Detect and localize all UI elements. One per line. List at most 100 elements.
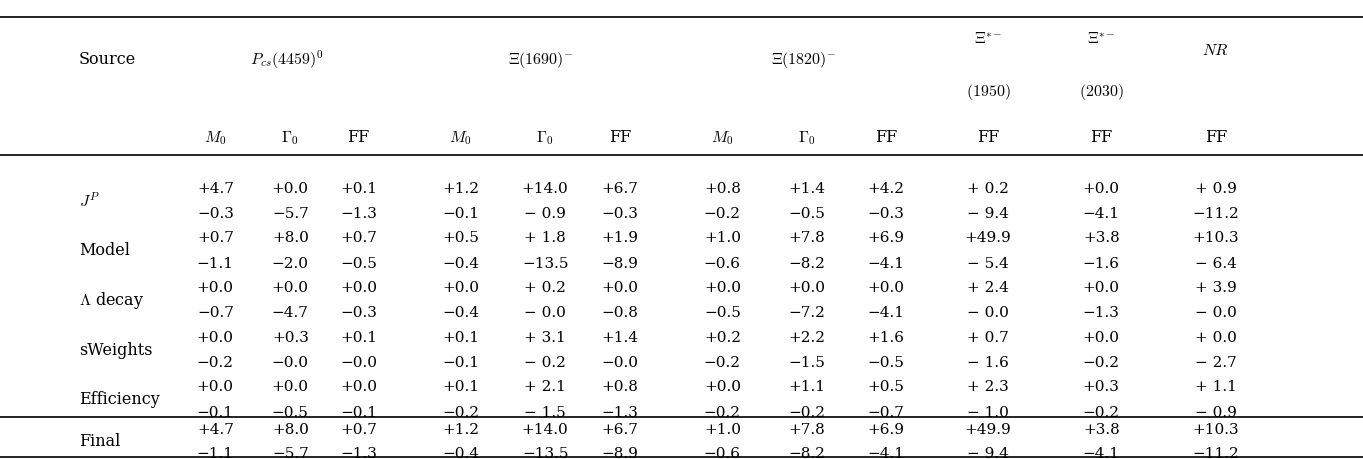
Text: +0.5: +0.5 [442, 231, 480, 245]
Text: −0.3: −0.3 [601, 207, 639, 220]
Text: + 2.1: + 2.1 [525, 380, 566, 393]
Text: −0.2: −0.2 [788, 405, 826, 419]
Text: − 9.4: − 9.4 [968, 207, 1009, 220]
Text: +6.7: +6.7 [601, 181, 639, 195]
Text: +0.0: +0.0 [271, 280, 309, 294]
Text: +3.8: +3.8 [1084, 422, 1119, 436]
Text: +0.2: +0.2 [703, 330, 741, 344]
Text: −8.2: −8.2 [788, 446, 826, 459]
Text: −0.2: −0.2 [703, 355, 741, 369]
Text: −11.2: −11.2 [1193, 446, 1239, 459]
Text: −0.2: −0.2 [703, 207, 741, 220]
Text: $M_0$: $M_0$ [204, 129, 226, 146]
Text: − 0.0: − 0.0 [1195, 306, 1236, 319]
Text: +0.1: +0.1 [339, 181, 378, 195]
Text: $(2030)$: $(2030)$ [1079, 82, 1123, 102]
Text: −0.3: −0.3 [196, 207, 234, 220]
Text: +0.0: +0.0 [196, 330, 234, 344]
Text: Model: Model [79, 242, 129, 258]
Text: +0.0: +0.0 [703, 280, 741, 294]
Text: −0.2: −0.2 [703, 405, 741, 419]
Text: −0.7: −0.7 [196, 306, 234, 319]
Text: +7.8: +7.8 [789, 422, 825, 436]
Text: Final: Final [79, 432, 120, 449]
Text: +3.8: +3.8 [1084, 231, 1119, 245]
Text: −0.2: −0.2 [1082, 405, 1120, 419]
Text: −0.5: −0.5 [867, 355, 905, 369]
Text: sWeights: sWeights [79, 341, 153, 358]
Text: +0.3: +0.3 [271, 330, 309, 344]
Text: −2.0: −2.0 [271, 256, 309, 270]
Text: $J^{P}$: $J^{P}$ [79, 191, 101, 210]
Text: +0.0: +0.0 [442, 280, 480, 294]
Text: −0.6: −0.6 [703, 256, 741, 270]
Text: +0.7: +0.7 [339, 231, 378, 245]
Text: −0.0: −0.0 [339, 355, 378, 369]
Text: $\Gamma_0$: $\Gamma_0$ [797, 129, 816, 146]
Text: −1.3: −1.3 [339, 446, 378, 459]
Text: − 6.4: − 6.4 [1195, 256, 1236, 270]
Text: −0.5: −0.5 [703, 306, 741, 319]
Text: + 0.9: + 0.9 [1195, 181, 1236, 195]
Text: −0.1: −0.1 [442, 355, 480, 369]
Text: −4.1: −4.1 [1082, 446, 1120, 459]
Text: +10.3: +10.3 [1193, 422, 1239, 436]
Text: −0.5: −0.5 [339, 256, 378, 270]
Text: Efficiency: Efficiency [79, 391, 159, 407]
Text: +1.4: +1.4 [788, 181, 826, 195]
Text: −1.6: −1.6 [1082, 256, 1120, 270]
Text: +4.7: +4.7 [196, 181, 234, 195]
Text: −1.3: −1.3 [1082, 306, 1120, 319]
Text: +0.5: +0.5 [867, 380, 905, 393]
Text: FF: FF [1090, 129, 1112, 146]
Text: −0.2: −0.2 [442, 405, 480, 419]
Text: + 3.9: + 3.9 [1195, 280, 1236, 294]
Text: $\Xi(1690)^{-}$: $\Xi(1690)^{-}$ [507, 50, 574, 70]
Text: −5.7: −5.7 [273, 446, 308, 459]
Text: $\Gamma_0$: $\Gamma_0$ [281, 129, 300, 146]
Text: +0.0: +0.0 [196, 380, 234, 393]
Text: + 1.8: + 1.8 [525, 231, 566, 245]
Text: − 0.0: − 0.0 [968, 306, 1009, 319]
Text: −0.4: −0.4 [442, 256, 480, 270]
Text: −0.1: −0.1 [196, 405, 234, 419]
Text: +6.9: +6.9 [867, 422, 905, 436]
Text: −0.1: −0.1 [339, 405, 378, 419]
Text: +0.7: +0.7 [339, 422, 378, 436]
Text: −4.1: −4.1 [867, 446, 905, 459]
Text: − 0.0: − 0.0 [525, 306, 566, 319]
Text: −0.2: −0.2 [1082, 355, 1120, 369]
Text: + 2.4: + 2.4 [968, 280, 1009, 294]
Text: − 0.9: − 0.9 [1195, 405, 1236, 419]
Text: +6.7: +6.7 [601, 422, 639, 436]
Text: −1.5: −1.5 [788, 355, 826, 369]
Text: + 0.2: + 0.2 [968, 181, 1009, 195]
Text: +0.1: +0.1 [442, 330, 480, 344]
Text: −0.5: −0.5 [788, 207, 826, 220]
Text: +14.0: +14.0 [522, 181, 568, 195]
Text: $(1950)$: $(1950)$ [966, 82, 1010, 102]
Text: $\Xi(1820)^{-}$: $\Xi(1820)^{-}$ [771, 50, 837, 70]
Text: −0.4: −0.4 [442, 306, 480, 319]
Text: −8.9: −8.9 [601, 256, 639, 270]
Text: − 1.6: − 1.6 [968, 355, 1009, 369]
Text: −1.3: −1.3 [339, 207, 378, 220]
Text: $\Lambda$ decay: $\Lambda$ decay [79, 289, 144, 310]
Text: −11.2: −11.2 [1193, 207, 1239, 220]
Text: − 0.2: − 0.2 [525, 355, 566, 369]
Text: +0.8: +0.8 [601, 380, 639, 393]
Text: $\Gamma_0$: $\Gamma_0$ [536, 129, 555, 146]
Text: +49.9: +49.9 [965, 231, 1011, 245]
Text: $M_0$: $M_0$ [450, 129, 472, 146]
Text: + 3.1: + 3.1 [525, 330, 566, 344]
Text: −0.4: −0.4 [442, 446, 480, 459]
Text: FF: FF [1205, 129, 1227, 146]
Text: −0.3: −0.3 [867, 207, 905, 220]
Text: +1.9: +1.9 [601, 231, 639, 245]
Text: −0.5: −0.5 [271, 405, 309, 419]
Text: +1.2: +1.2 [442, 422, 480, 436]
Text: +1.0: +1.0 [703, 231, 741, 245]
Text: −0.2: −0.2 [196, 355, 234, 369]
Text: −4.1: −4.1 [867, 306, 905, 319]
Text: +8.0: +8.0 [271, 231, 309, 245]
